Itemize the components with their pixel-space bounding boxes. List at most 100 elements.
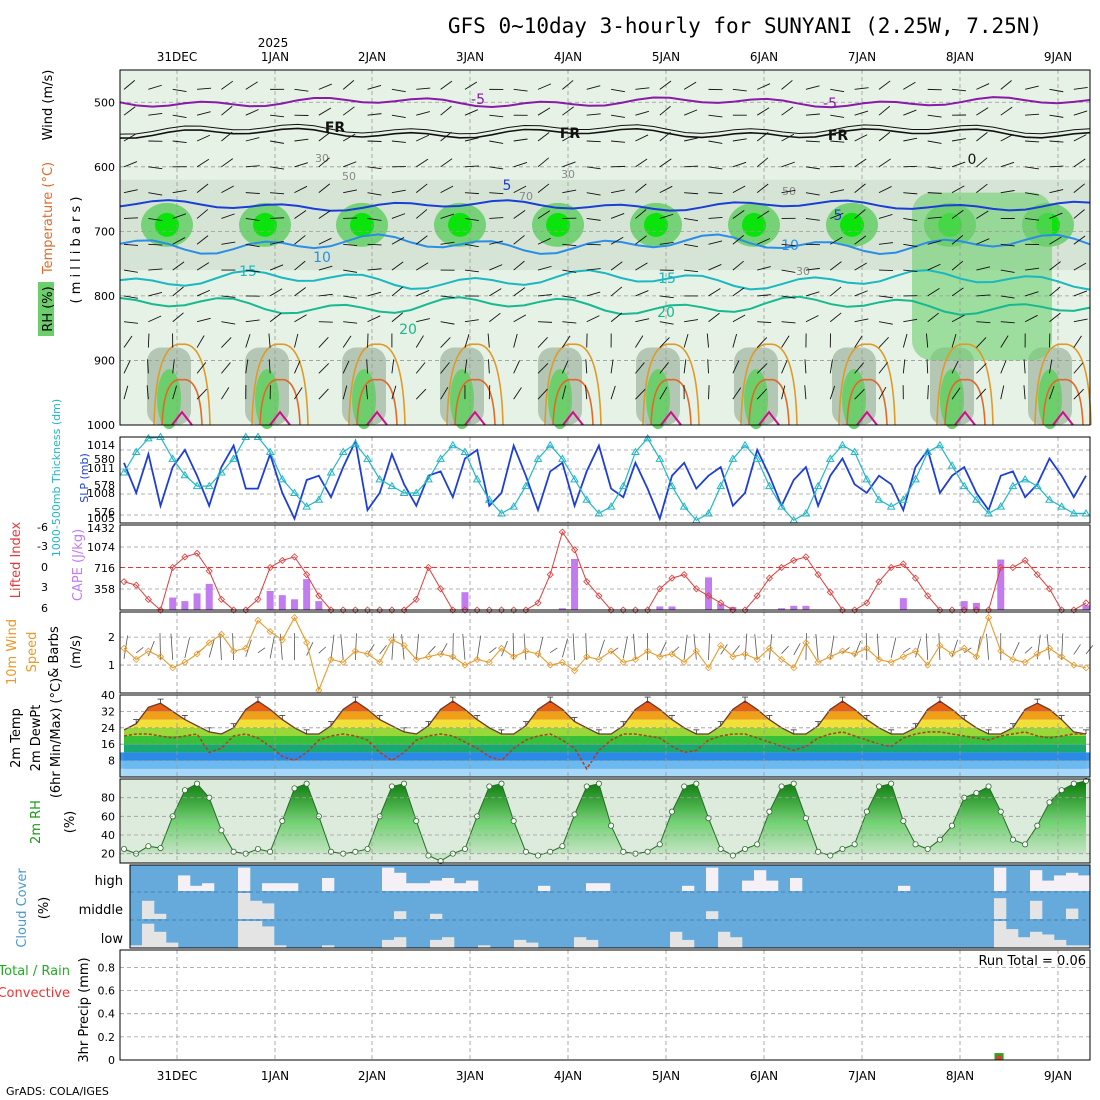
- wind-barb: [1073, 318, 1088, 323]
- wind-barb: [294, 260, 306, 271]
- isotherm-30: [944, 379, 986, 426]
- top-date-8JAN: 8JAN: [946, 50, 974, 64]
- cape-bar: [717, 604, 725, 610]
- wind-barb: [440, 241, 455, 245]
- thickness-point: [545, 440, 555, 449]
- rh2m-point: [949, 822, 956, 829]
- wind-barb: [951, 387, 961, 400]
- wind-barb: [854, 158, 867, 168]
- upper-air-frame: [119, 69, 1091, 426]
- rh2m-point: [461, 846, 468, 853]
- wind-barb: [123, 189, 138, 194]
- wind-barb: [147, 359, 149, 374]
- wind-barb: [1000, 161, 1015, 168]
- li-point: [400, 606, 408, 614]
- cloud-low-bar: [430, 939, 443, 948]
- wind-barb-10m: [744, 633, 748, 660]
- wind-speed-point: [960, 644, 968, 652]
- wind-barb-10m: [184, 637, 190, 659]
- rh2m-point: [681, 783, 688, 790]
- wind-barb: [854, 209, 866, 219]
- wind-barb: [951, 360, 959, 374]
- wind-barb: [829, 286, 842, 297]
- wind-barb: [123, 133, 137, 142]
- wind-barb: [951, 138, 966, 142]
- wind-barb: [878, 105, 891, 116]
- rh-bright-mid: [350, 212, 374, 237]
- li-point: [473, 606, 481, 614]
- li-point: [193, 549, 201, 557]
- temp-band: [124, 744, 1086, 753]
- wind-speed-point: [522, 647, 530, 655]
- wind-speed-point: [570, 667, 579, 675]
- rh2m-tick: 80: [101, 792, 115, 805]
- rh2m-point: [1070, 780, 1077, 787]
- wind-barb: [148, 112, 163, 116]
- temp-tick: 24: [101, 722, 115, 735]
- wind-barb: [927, 140, 942, 144]
- li-point: [510, 606, 518, 614]
- isotherm-35: [464, 410, 486, 426]
- li-point: [741, 606, 749, 614]
- wind-speed-point: [911, 647, 920, 655]
- thickness-point: [350, 439, 360, 447]
- li-point: [230, 606, 238, 614]
- thickness-point: [436, 454, 445, 462]
- cloud-high-bar: [238, 867, 251, 891]
- li-point: [388, 606, 396, 614]
- wind-barb: [1073, 209, 1085, 219]
- wind-barb: [1049, 88, 1064, 93]
- wind-speed-point: [558, 658, 566, 666]
- wind-barb: [707, 359, 709, 374]
- li-point: [631, 606, 640, 614]
- wind-barb: [756, 183, 769, 193]
- wind-barb: [1073, 362, 1084, 374]
- precip-convective-bar: [996, 1055, 1002, 1060]
- temp-frame: [119, 694, 1091, 778]
- thickness-point: [838, 440, 847, 449]
- thickness-point: [911, 474, 920, 483]
- wind-barb-10m: [876, 633, 880, 660]
- cloud-low-bar: [442, 937, 455, 948]
- bottom-date-7JAN: 7JAN: [848, 1069, 876, 1083]
- wind-barb: [1073, 335, 1082, 348]
- cloud-high-bar: [274, 883, 287, 891]
- rh2m-point: [851, 841, 858, 848]
- thickness-point: [217, 467, 226, 476]
- rh2m-point: [157, 845, 164, 852]
- wind-barb: [537, 265, 552, 271]
- thickness-point: [509, 502, 519, 510]
- wind-barb: [1049, 385, 1055, 400]
- rh2m-point: [790, 780, 797, 787]
- wind-barb: [245, 243, 260, 248]
- li-point: [254, 595, 262, 603]
- rh-bright-mid: [155, 212, 179, 237]
- wind-barb: [903, 81, 916, 90]
- wind-barb: [270, 166, 285, 170]
- wind-barb-10m: [367, 644, 375, 655]
- wind-barb: [489, 312, 501, 323]
- cape-bar: [571, 558, 579, 610]
- wind-barb: [294, 333, 299, 348]
- wind-barb: [391, 385, 397, 400]
- wind-barb: [683, 333, 689, 348]
- cape-bar: [290, 599, 298, 610]
- wind-barb-10m: [269, 636, 275, 659]
- wind-barb: [221, 158, 234, 168]
- wind-barb: [927, 385, 929, 400]
- wind-barb: [123, 161, 138, 168]
- wind-barb: [684, 218, 699, 222]
- isotherm-20: [119, 295, 1091, 316]
- wind-barb: [756, 363, 768, 374]
- wind-barb-10m: [1073, 644, 1081, 655]
- wind-barb: [854, 290, 868, 297]
- wind-barb: [245, 192, 260, 194]
- rh2m-panel: 80 60 40 20 2m RH (%): [29, 777, 1091, 865]
- rh2m-point: [705, 815, 712, 822]
- ylabel-rh-unit: (%): [63, 811, 78, 834]
- rh2m-point: [254, 846, 261, 853]
- cape-tick: 1432: [87, 522, 115, 535]
- thickness-point: [375, 474, 385, 483]
- cloud-low-bar: [574, 937, 587, 948]
- wind-barb-10m: [354, 633, 357, 661]
